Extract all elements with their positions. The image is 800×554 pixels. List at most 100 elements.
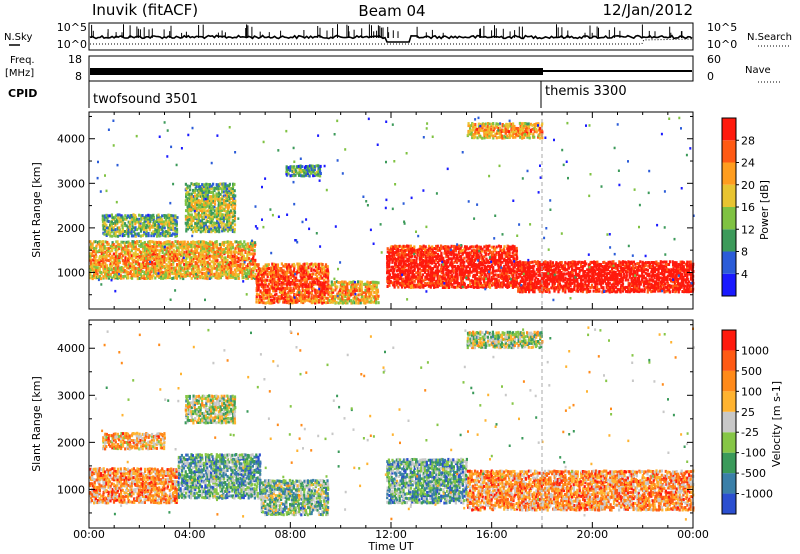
echo-cell [321, 289, 324, 293]
echo-cell [120, 270, 123, 274]
echo-cell [163, 241, 166, 245]
echo-cell [392, 250, 395, 254]
echo-cell [99, 248, 103, 252]
echo-cell [212, 264, 215, 268]
echo-cell [526, 288, 529, 291]
echo-cell [262, 275, 265, 279]
echo-cell [201, 219, 204, 223]
echo-cell [607, 279, 610, 283]
echo-cell [677, 290, 680, 294]
echo-cell [650, 290, 653, 294]
echo-cell [476, 286, 479, 289]
echo-cell [239, 249, 242, 252]
echo-cell [264, 281, 267, 284]
echo-cell [203, 266, 206, 270]
echo-cell [147, 248, 150, 252]
echo-cell [474, 264, 477, 268]
echo-cell [443, 248, 447, 252]
echo-cell [130, 248, 133, 252]
echo-cell [257, 263, 260, 267]
echo-cell [452, 249, 455, 253]
echo-cell [427, 273, 430, 277]
echo-cell [126, 276, 130, 280]
echo-cell [255, 300, 258, 304]
echo-cell [178, 274, 181, 278]
echo-cell [250, 276, 253, 280]
echo-cell [667, 268, 671, 272]
echo-cell [154, 272, 158, 276]
echo-cell [463, 247, 466, 251]
echo-cell [476, 255, 479, 259]
echo-cell [154, 256, 157, 260]
echo-cell [277, 284, 280, 288]
echo-cell [199, 190, 202, 194]
echo-cell [442, 256, 445, 260]
echo-cell [646, 268, 649, 272]
echo-cell [424, 263, 427, 267]
echo-cell [174, 254, 178, 258]
echo-cell [440, 277, 443, 281]
echo-cell [151, 274, 154, 278]
echo-cell [418, 267, 421, 271]
echo-cell [161, 258, 164, 262]
echo-cell [474, 254, 477, 258]
echo-cell [162, 260, 165, 264]
echo-cell [605, 282, 608, 286]
echo-cell [438, 263, 441, 267]
echo-cell [435, 281, 438, 285]
echo-cell [112, 256, 116, 260]
echo-cell [522, 289, 525, 293]
echo-cell [607, 284, 610, 288]
echo-cell [605, 275, 608, 279]
echo-cell [513, 283, 516, 287]
echo-cell [183, 258, 186, 262]
echo-cell [204, 250, 207, 254]
echo-cell [415, 259, 418, 263]
echo-cell [502, 281, 505, 285]
echo-cell [102, 246, 105, 250]
echo-cell [266, 275, 269, 279]
echo-cell [544, 268, 547, 272]
echo-cell [257, 298, 261, 302]
echo-cell [398, 269, 401, 273]
echo-cell [157, 258, 160, 262]
echo-cell [510, 261, 513, 265]
echo-cell [253, 252, 256, 256]
echo-cell [276, 273, 279, 277]
echo-cell [454, 273, 457, 277]
echo-cell [455, 272, 459, 276]
echo-cell [352, 297, 355, 300]
echo-cell [213, 262, 217, 266]
echo-cell [132, 260, 135, 264]
echo-cell [603, 260, 606, 264]
echo-cell [624, 289, 628, 293]
echo-cell [415, 271, 418, 275]
echo-cell [282, 278, 285, 282]
echo-cell [492, 261, 495, 265]
echo-cell [607, 272, 610, 275]
echo-cell [441, 283, 444, 287]
echo-cell [290, 289, 293, 293]
echo-cell [399, 267, 402, 271]
echo-cell [190, 272, 193, 276]
echo-cell [397, 259, 400, 263]
echo-cell [638, 286, 641, 290]
echo-cell [145, 252, 148, 256]
echo-cell [386, 247, 389, 251]
echo-cell [180, 266, 183, 270]
echo-cell [215, 256, 218, 260]
echo-cell [431, 279, 434, 283]
echo-cell [203, 228, 206, 232]
echo-cell [416, 248, 419, 252]
echo-cell [651, 272, 655, 276]
echo-cell [94, 248, 98, 252]
echo-cell [131, 272, 134, 276]
echo-cell [109, 250, 112, 254]
echo-cell [103, 244, 106, 248]
echo-cell [352, 282, 355, 286]
echo-cell [258, 295, 261, 298]
echo-cell [664, 289, 667, 293]
echo-cell [134, 250, 137, 254]
echo-cell [100, 240, 103, 244]
echo-cell [302, 282, 305, 286]
